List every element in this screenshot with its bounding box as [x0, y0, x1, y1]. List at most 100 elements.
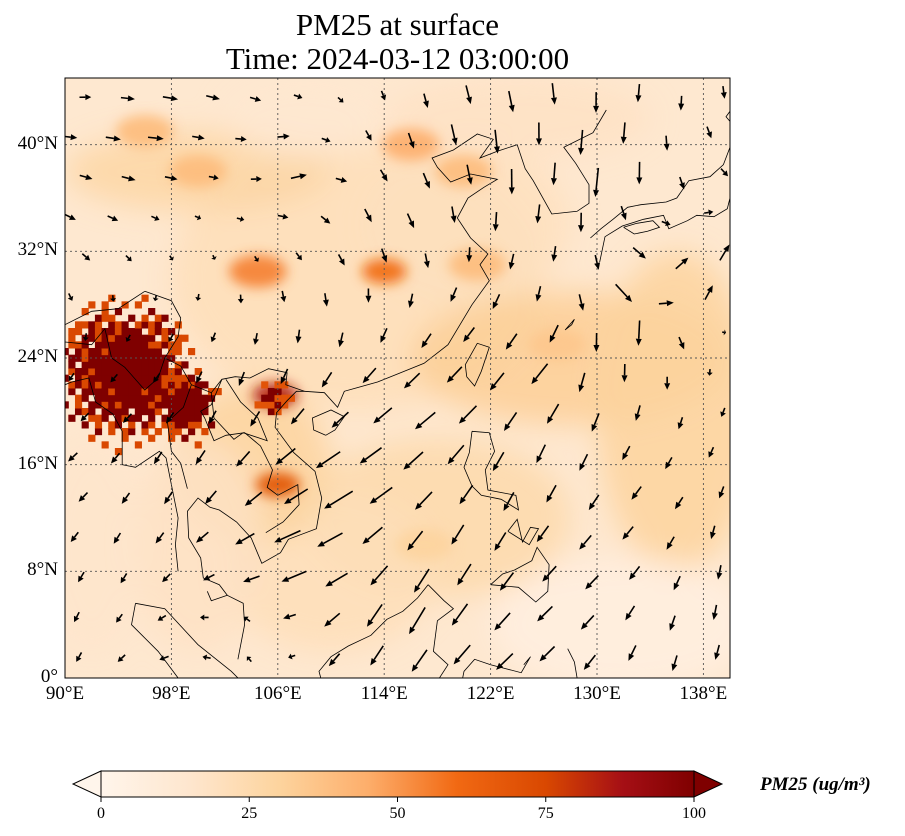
wind-arrow [704, 285, 713, 300]
wind-arrow [164, 175, 178, 182]
pm25-cell [101, 334, 109, 342]
colorbar-tick-label: 25 [241, 805, 258, 822]
pm25-cell [174, 334, 182, 342]
pm25-cell [68, 381, 76, 389]
coastline [311, 409, 345, 436]
pm25-cell [161, 314, 169, 322]
pm25-cell [201, 394, 209, 402]
pm25-cell [261, 401, 269, 409]
wind-arrow [708, 446, 715, 458]
wind-arrow [716, 565, 723, 580]
pm25-cell [108, 328, 116, 336]
wind-arrow [290, 173, 307, 180]
pm25-cell [181, 414, 189, 422]
wind-arrow [720, 86, 727, 99]
pm25-cell [261, 394, 269, 402]
pm25-cell [154, 328, 162, 336]
wind-arrow [677, 416, 684, 430]
wind-arrow [578, 294, 585, 311]
wind-arrow [317, 532, 343, 547]
wind-arrow [635, 83, 642, 103]
pm25-cell [188, 374, 196, 382]
pm25-cell [148, 414, 156, 422]
pm25-cell [141, 334, 149, 342]
wind-arrow [678, 95, 685, 111]
pm25-cell [81, 374, 89, 382]
wind-arrow [244, 491, 263, 506]
pm25-cell [174, 374, 182, 382]
pm25-cell [108, 428, 116, 436]
pm25-cell [154, 428, 162, 436]
pm25-cell [88, 388, 96, 396]
wind-arrow [206, 94, 220, 101]
wind-arrow [153, 451, 163, 465]
wind-arrow [120, 573, 128, 584]
pm25-cell [108, 381, 116, 389]
wind-arrow [535, 285, 542, 302]
wind-arrow [508, 90, 515, 113]
pm25-cell [174, 348, 182, 356]
pm25-cell [88, 368, 96, 376]
wind-arrow [407, 132, 415, 149]
wind-arrow [280, 368, 289, 385]
wind-arrow [293, 93, 303, 100]
pm25-cell [161, 334, 169, 342]
wind-arrow [107, 215, 119, 222]
wind-arrow [415, 491, 433, 510]
wind-arrow [615, 283, 632, 303]
pm25-cell [194, 394, 202, 402]
pm25-cell [88, 414, 96, 422]
coastline [206, 591, 228, 602]
pm25-cell [194, 388, 202, 396]
lon-tick-label: 122°E [466, 683, 515, 704]
pm25-cell [148, 434, 156, 442]
lat-tick-label: 8°N [27, 559, 58, 581]
pm25-cell [128, 394, 136, 402]
wind-arrow [634, 405, 641, 421]
map-frame [64, 77, 731, 679]
wind-arrow [446, 366, 463, 383]
pm25-cell [81, 341, 89, 349]
coastline [463, 430, 520, 511]
pm25-cell [81, 361, 89, 369]
pm25-cell [114, 368, 123, 376]
pm25-cell [88, 334, 96, 342]
colorbar-tick-label: 50 [389, 805, 406, 822]
pm25-cell [141, 401, 149, 409]
wind-arrow [246, 656, 252, 663]
wind-arrow [406, 213, 415, 229]
pm25-cell [141, 408, 149, 416]
wind-arrow [551, 245, 558, 262]
wind-arrow [121, 492, 131, 504]
pm25-cell [121, 394, 129, 402]
wind-arrow [503, 491, 515, 512]
pm25-cell [148, 348, 156, 356]
wind-arrow [673, 575, 681, 591]
wind-arrow [408, 293, 414, 308]
wind-arrow [82, 333, 89, 342]
wind-arrow [211, 254, 217, 260]
pm25-cell [81, 348, 89, 356]
wind-arrow [157, 614, 167, 621]
wind-arrow [113, 532, 122, 544]
pm25-cell [108, 401, 116, 409]
pm25-cell [254, 401, 262, 409]
wind-arrow [281, 570, 307, 582]
pm25-cell [128, 381, 136, 389]
pm25-cell [74, 368, 83, 376]
pm25-cell [128, 328, 136, 336]
pm25-cell [134, 441, 142, 449]
wind-arrow [407, 530, 424, 551]
pm25-cell [141, 428, 149, 436]
pm25-cell [154, 381, 162, 389]
pm25-cell [168, 388, 176, 396]
pm25-cell [88, 361, 96, 369]
wind-arrow [379, 169, 388, 182]
pm25-cell [188, 388, 196, 396]
pm25-cell [161, 414, 169, 422]
wind-arrow [578, 372, 586, 393]
field-blob [597, 251, 730, 572]
wind-arrow [110, 373, 118, 383]
pm25-cell [148, 361, 156, 369]
wind-arrow [403, 372, 421, 389]
